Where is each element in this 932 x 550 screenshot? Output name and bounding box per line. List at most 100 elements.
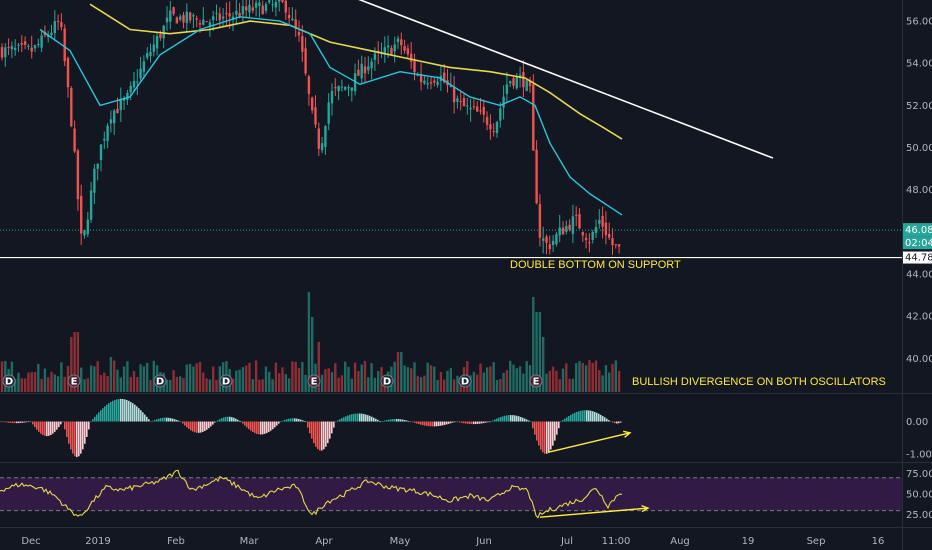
price-axis[interactable]: 40.0042.0044.0046.0048.0050.0052.0054.00…: [903, 17, 932, 522]
candle: [433, 77, 436, 87]
macd-histogram-bar: [194, 421, 196, 433]
dividend-marker[interactable]: D: [2, 374, 16, 388]
macd-histogram-bar: [548, 421, 550, 453]
volume-bar: [604, 365, 608, 392]
macd-histogram-bar: [440, 421, 442, 426]
volume-bar: [330, 372, 334, 392]
macd-histogram-bar: [0, 421, 2, 423]
volume-bar: [268, 371, 271, 392]
macd-histogram-bar: [355, 413, 357, 422]
macd-histogram-bar: [96, 414, 98, 422]
macd-histogram-bar: [496, 418, 498, 422]
volume-bar: [337, 377, 340, 392]
volume-bar: [340, 375, 344, 392]
volume-bar: [611, 363, 614, 392]
macd-divergence-arrow[interactable]: [547, 432, 631, 453]
macd-histogram-bar: [371, 416, 373, 422]
macd-histogram-bar: [36, 421, 38, 430]
volume-bar: [231, 378, 235, 392]
candle: [340, 79, 344, 92]
candle: [538, 194, 542, 247]
volume-bar: [538, 312, 542, 392]
volume-bar: [185, 364, 188, 392]
macd-histogram-bar: [2, 421, 4, 423]
macd-histogram-bar: [188, 421, 190, 429]
trendline[interactable]: [344, 0, 774, 159]
rsi-pane[interactable]: [0, 469, 902, 519]
dividend-marker[interactable]: D: [219, 374, 233, 388]
volume-bar: [113, 360, 116, 392]
macd-histogram-bar: [30, 421, 32, 423]
macd-histogram-bar: [518, 416, 520, 422]
svg-text:E: E: [533, 377, 540, 388]
macd-histogram-bar: [520, 416, 522, 422]
volume-bar: [581, 362, 584, 392]
candle: [456, 95, 459, 109]
volume-bar: [215, 379, 218, 392]
volume-bar: [235, 370, 238, 392]
candle: [598, 209, 601, 229]
earnings-marker[interactable]: E: [307, 374, 321, 388]
macd-histogram-bar: [404, 420, 406, 422]
earnings-marker[interactable]: E: [67, 374, 81, 388]
rsi-divergence-arrow[interactable]: [539, 507, 649, 518]
macd-histogram-bar: [240, 421, 242, 423]
dividend-marker[interactable]: D: [458, 374, 472, 388]
candle: [393, 36, 396, 63]
volume-bar: [400, 352, 403, 392]
macd-histogram-bar: [416, 421, 418, 424]
volume-bar: [297, 367, 301, 392]
macd-histogram-bar: [568, 416, 570, 422]
volume-bar: [591, 362, 594, 392]
candle: [258, 0, 261, 18]
time-tick-label: Feb: [167, 536, 185, 547]
macd-histogram-bar: [317, 421, 319, 450]
macd-histogram-bar: [146, 416, 148, 422]
volume-bar: [502, 372, 505, 392]
candle: [4, 43, 7, 67]
volume-bar: [311, 317, 314, 392]
volume-bar: [291, 361, 294, 392]
macd-histogram-bar: [294, 418, 296, 422]
macd-histogram-bar: [110, 401, 112, 422]
candle: [617, 243, 621, 254]
dividend-marker[interactable]: D: [153, 374, 167, 388]
macd-histogram-bar: [606, 418, 608, 422]
volume-bar: [281, 367, 284, 392]
macd-histogram-bar: [329, 421, 331, 439]
volume-bar: [212, 366, 215, 392]
candle: [594, 219, 598, 239]
candle: [575, 206, 578, 227]
time-axis[interactable]: Dec 2019 Feb Mar Apr May Jun Jul 11:00 Aug 19 Sep 16: [21, 536, 884, 547]
macd-histogram-bar: [6, 421, 8, 423]
macd-histogram-bar: [473, 421, 475, 425]
macd-histogram-bar: [382, 420, 384, 422]
macd-histogram-bar: [104, 406, 106, 422]
macd-histogram-bar: [268, 421, 270, 433]
candle: [271, 0, 274, 12]
time-tick-label: Jun: [475, 536, 492, 547]
macd-histogram-bar: [339, 419, 341, 422]
volume-bar: [403, 365, 406, 392]
macd-histogram-bar: [375, 418, 377, 422]
macd-histogram-bar: [150, 421, 152, 423]
macd-histogram-bar: [502, 416, 504, 422]
price-pane[interactable]: [0, 0, 932, 259]
candle: [241, 0, 245, 24]
volume-bar: [525, 361, 528, 392]
macd-histogram-bar: [196, 421, 198, 433]
macd-histogram-bar: [54, 421, 56, 432]
macd-histogram-bar: [208, 421, 210, 429]
macd-pane[interactable]: [0, 398, 632, 458]
candle: [205, 21, 208, 23]
dividend-marker[interactable]: D: [380, 374, 394, 388]
volume-bar: [261, 379, 264, 392]
macd-histogram-bar: [28, 421, 30, 423]
volume-bar: [594, 360, 598, 392]
candle: [423, 75, 426, 86]
macd-histogram-bar: [221, 418, 223, 422]
macd-histogram-bar: [72, 421, 74, 454]
candle: [76, 148, 80, 211]
earnings-marker[interactable]: E: [529, 374, 543, 388]
